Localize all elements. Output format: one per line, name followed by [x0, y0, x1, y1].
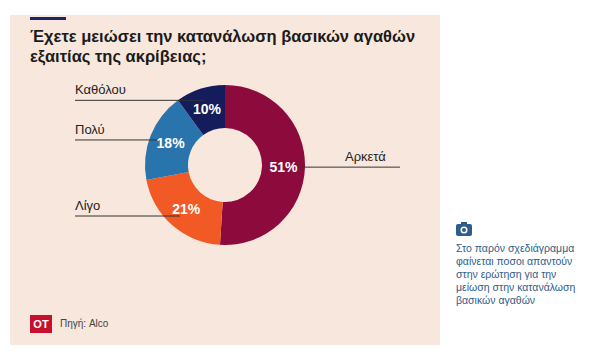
html-text:OT: OT: [33, 318, 49, 330]
svg-text:Καθόλου: Καθόλου: [75, 82, 126, 97]
html-text:Πηγή: Alco: Πηγή: Alco: [60, 318, 109, 329]
svg-text:10%: 10%: [193, 101, 222, 117]
svg-text:21%: 21%: [172, 201, 201, 217]
svg-text:Πολύ: Πολύ: [75, 122, 105, 137]
svg-text:18%: 18%: [157, 135, 186, 151]
svg-text:Αρκετά: Αρκετά: [345, 149, 386, 164]
svg-text:51%: 51%: [269, 159, 298, 175]
html-text:Στο παρόν σχεδιάγραμμα φαίνετα: Στο παρόν σχεδιάγραμμα φαίνεται ποσοι απ…: [456, 242, 576, 306]
svg-text:Λίγο: Λίγο: [75, 198, 100, 213]
html-text:Έχετε μειώσει την κατανάλωση β: Έχετε μειώσει την κατανάλωση βασικών αγα…: [30, 27, 416, 65]
